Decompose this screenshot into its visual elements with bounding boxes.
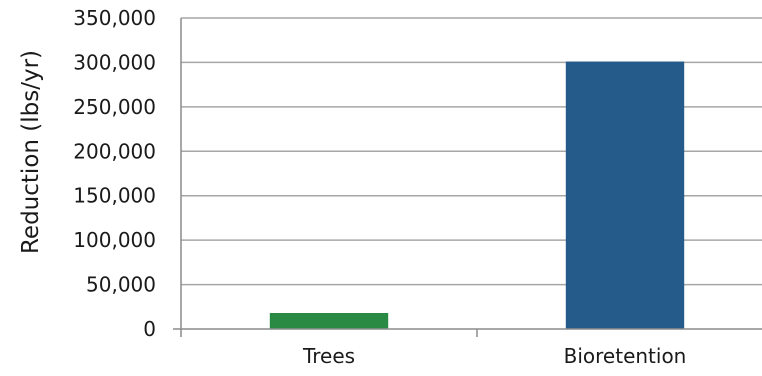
y-tick-label: 150,000 (73, 184, 156, 208)
y-tick-labels: 0 50,000 100,000 150,000 200,000 250,000 300,0… (73, 6, 156, 341)
y-tick-label: 50,000 (86, 273, 156, 297)
x-tick-label: Trees (302, 344, 355, 368)
y-tick-label: 350,000 (73, 6, 156, 30)
y-tick-label: 100,000 (73, 228, 156, 252)
bars (269, 61, 685, 329)
x-tick-label: Bioretention (564, 344, 687, 368)
gridlines (181, 17, 762, 286)
axes (173, 18, 762, 337)
y-tick-label: 0 (143, 317, 156, 341)
bar-trees (269, 313, 389, 329)
bar-bioretention (565, 61, 685, 329)
y-axis-title: Reduction (lbs/yr) (18, 50, 44, 254)
y-tick-label: 200,000 (73, 139, 156, 163)
x-tick-labels: Trees Bioretention (302, 344, 686, 368)
y-tick-label: 250,000 (73, 95, 156, 119)
y-tick-label: 300,000 (73, 50, 156, 74)
